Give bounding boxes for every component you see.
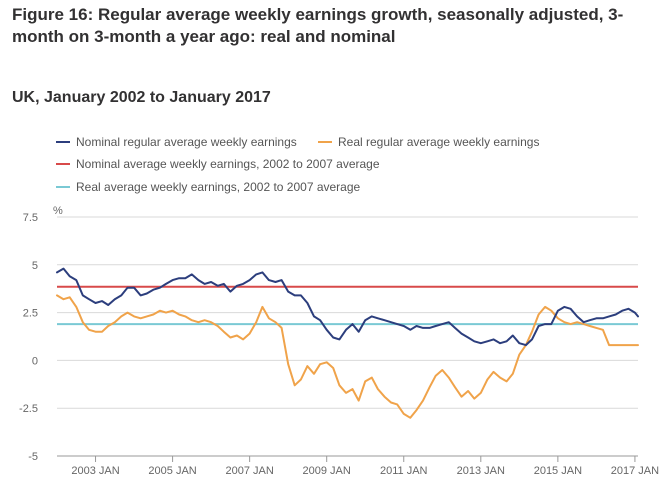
chart-title: Figure 16: Regular average weekly earnin… xyxy=(12,5,624,46)
y-tick-label: 2.5 xyxy=(23,308,38,320)
x-tick-label: 2015 JAN xyxy=(534,465,582,477)
x-tick-label: 2009 JAN xyxy=(303,465,351,477)
reference-lines xyxy=(57,285,638,326)
y-tick-label: -5 xyxy=(28,451,38,463)
x-tick-label: 2017 JAN xyxy=(611,465,659,477)
y-tick-label: -2.5 xyxy=(19,403,38,415)
series-line-real[interactable] xyxy=(56,294,639,419)
y-axis-label: % xyxy=(53,205,63,217)
y-tick-label: 7.5 xyxy=(23,212,38,224)
x-tick-label: 2003 JAN xyxy=(71,465,119,477)
axes: 7.5 5 2.5 0 -2.5 -5% 2003 JAN 2005 JAN 2007 JAN 2… xyxy=(19,205,659,477)
series-line-nominal[interactable] xyxy=(56,267,639,347)
legend-label-nominal-avg: Nominal average weekly earnings, 2002 to… xyxy=(76,157,380,171)
legend-swatch-nominal-avg xyxy=(56,163,70,165)
legend-label-real: Real regular average weekly earnings xyxy=(338,135,540,149)
y-tick-label: 5 xyxy=(32,260,38,272)
legend-label-real-avg: Real average weekly earnings, 2002 to 20… xyxy=(76,180,361,194)
legend-swatch-real-avg xyxy=(56,186,70,188)
x-tick-label: 2005 JAN xyxy=(148,465,196,477)
series-lines xyxy=(56,267,639,419)
chart-subtitle: UK, January 2002 to January 2017 xyxy=(12,89,271,106)
x-tick-label: 2011 JAN xyxy=(380,465,428,477)
legend-swatch-real xyxy=(318,141,332,143)
y-tick-label: 0 xyxy=(32,355,38,367)
legend-label-nominal: Nominal regular average weekly earnings xyxy=(76,135,297,149)
legend-swatch-nominal xyxy=(56,141,70,143)
x-tick-label: 2013 JAN xyxy=(457,465,505,477)
gridlines xyxy=(57,216,638,457)
x-tick-label: 2007 JAN xyxy=(225,465,273,477)
